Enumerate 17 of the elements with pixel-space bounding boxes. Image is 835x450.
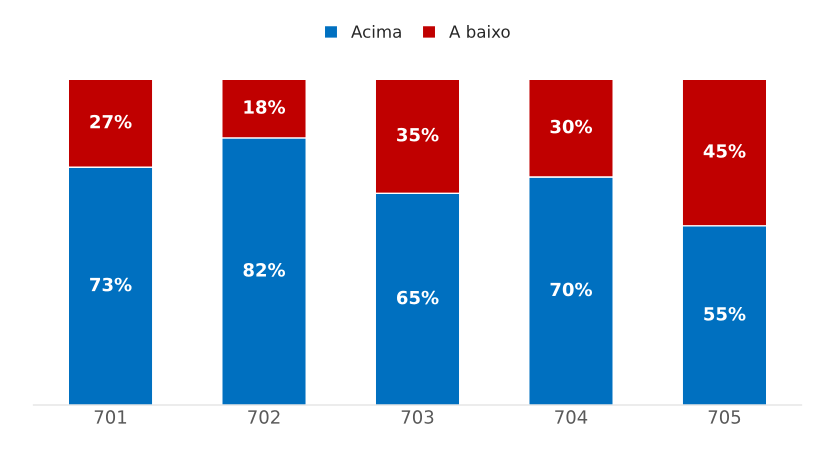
legend-label: A baixo xyxy=(449,25,510,38)
x-tick-label: 705 xyxy=(708,410,740,424)
data-label: 18% xyxy=(244,100,286,114)
data-label: 35% xyxy=(397,128,439,142)
data-label: 65% xyxy=(397,290,439,304)
data-label: 30% xyxy=(550,120,592,134)
data-label: 55% xyxy=(704,307,746,321)
data-label: 82% xyxy=(244,263,286,277)
data-label: 70% xyxy=(550,282,592,296)
data-label: 27% xyxy=(90,114,132,128)
x-tick-label: 704 xyxy=(555,410,588,424)
legend-label: Acima xyxy=(351,25,401,38)
x-tick-label: 701 xyxy=(94,410,126,424)
x-tick-label: 703 xyxy=(402,410,434,424)
data-label: 73% xyxy=(90,278,132,292)
x-tick-label: 702 xyxy=(248,410,280,424)
data-label: 45% xyxy=(704,144,746,158)
